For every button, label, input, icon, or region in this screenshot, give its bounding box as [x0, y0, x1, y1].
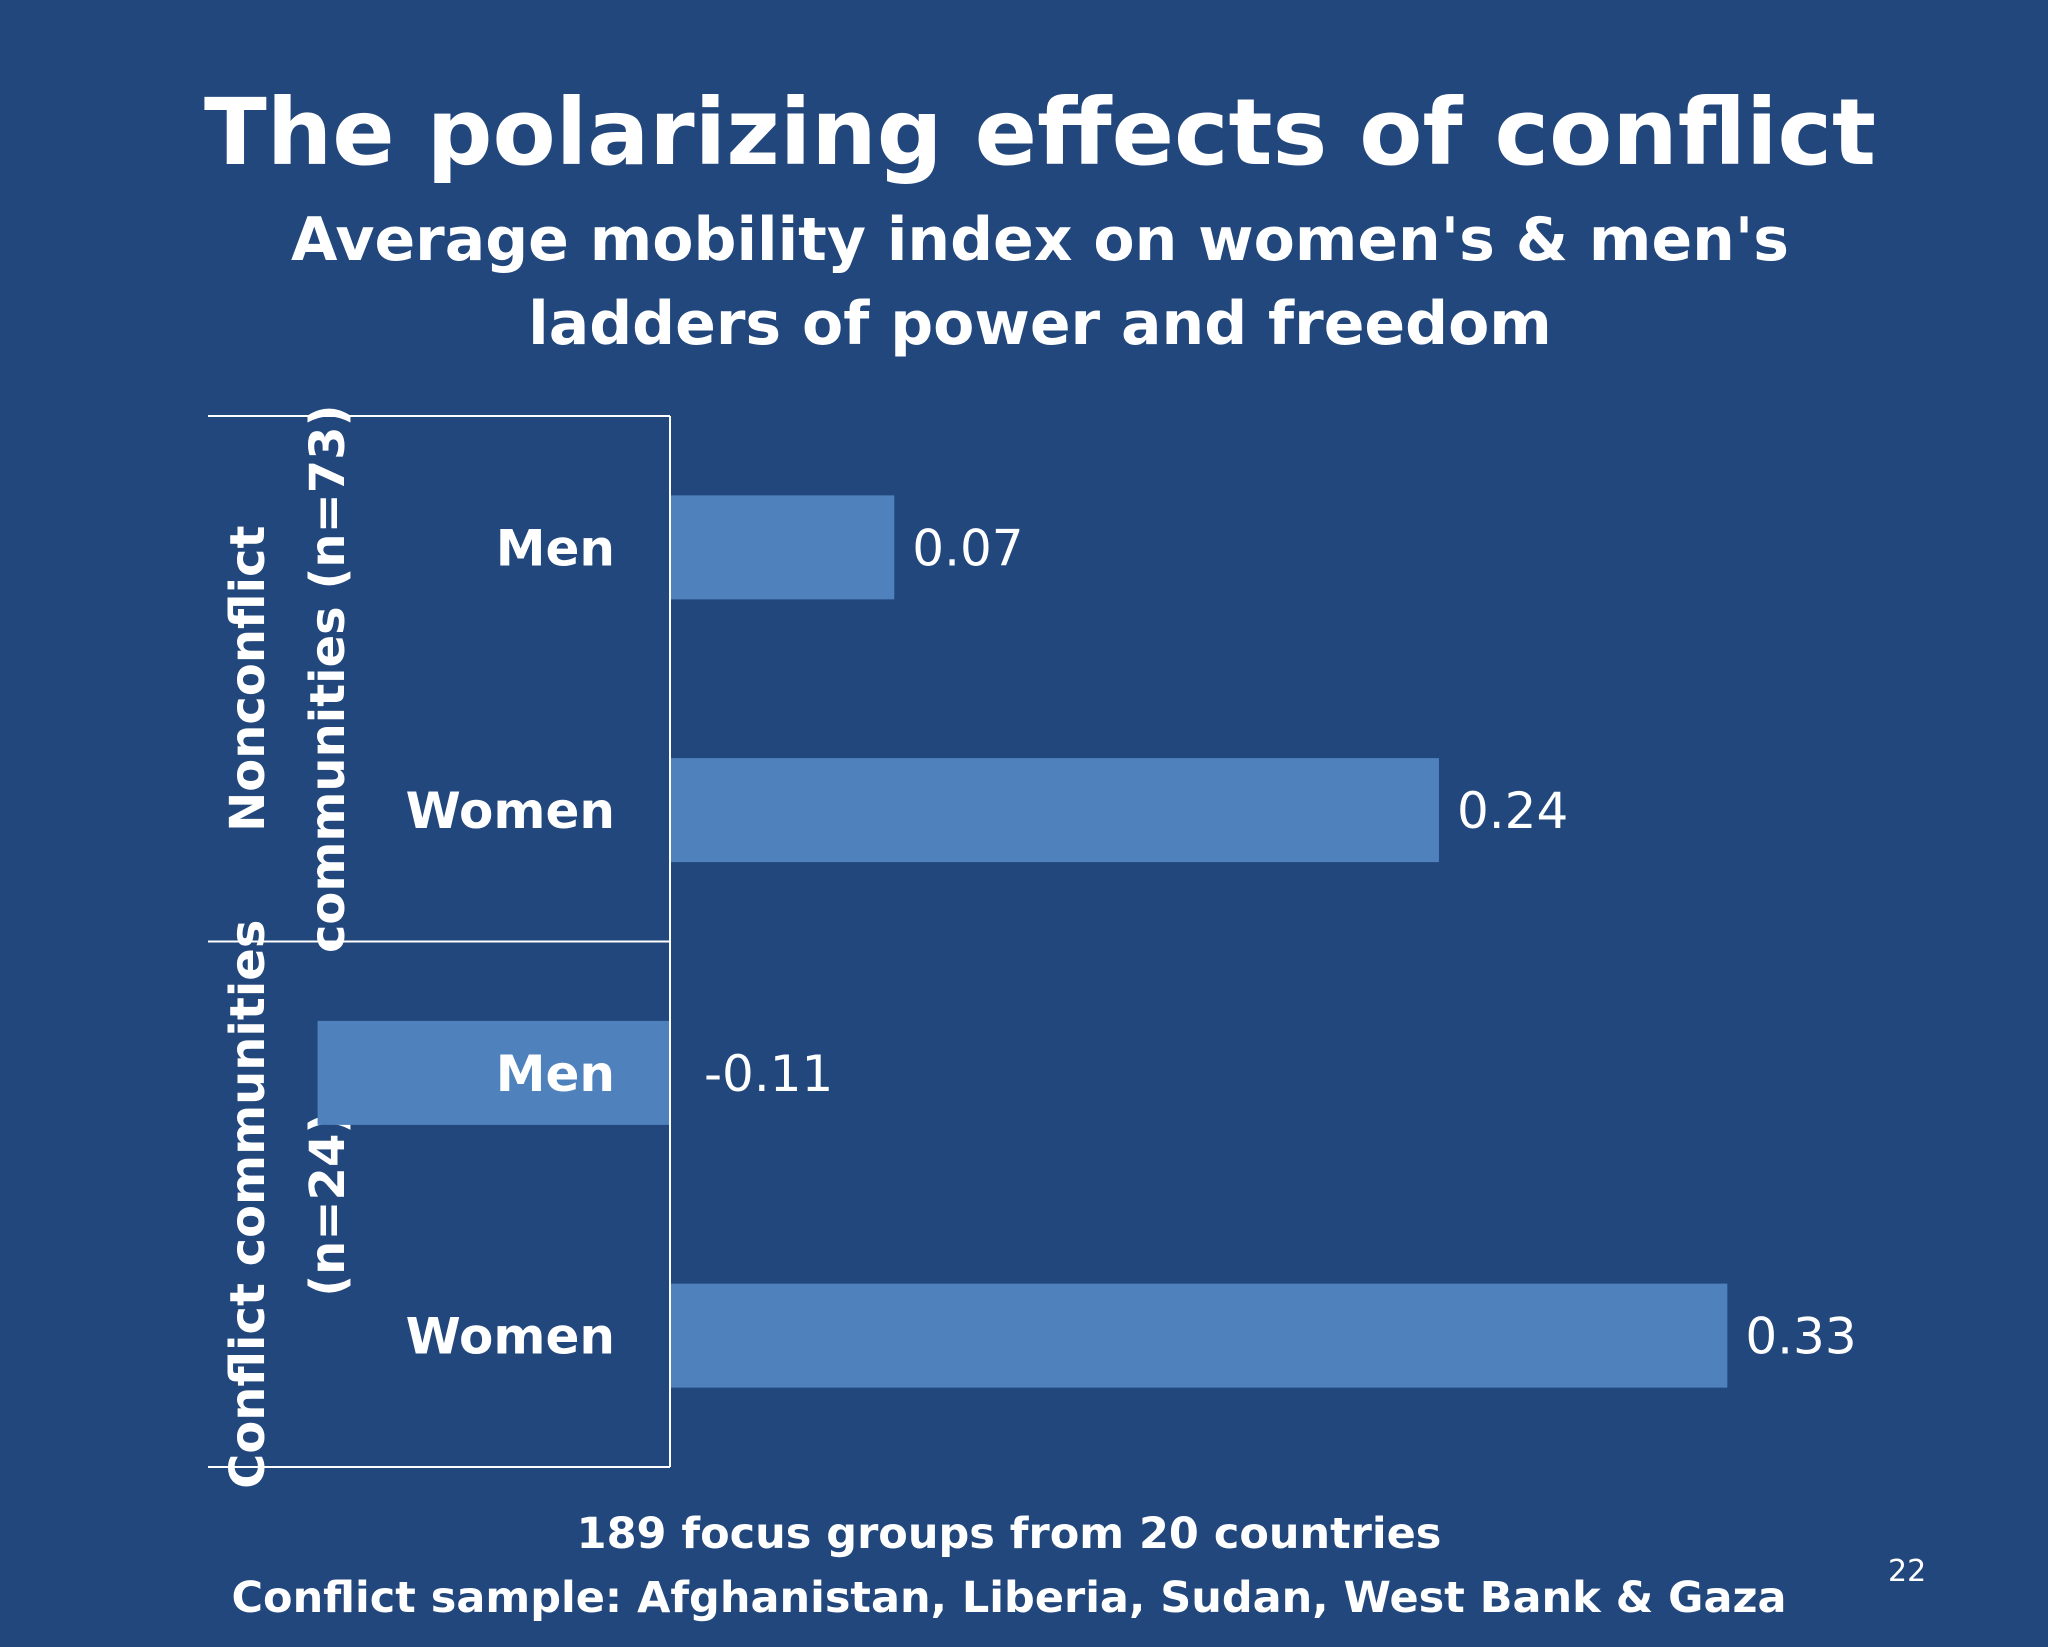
data-label: 0.24 — [1457, 782, 1568, 840]
data-label: 0.07 — [912, 519, 1023, 577]
group-label-line: (n=24) — [300, 1112, 356, 1297]
category-label: Men — [496, 519, 615, 577]
chart-subtitle: Average mobility index on women's & men'… — [291, 205, 1789, 359]
data-label: 0.33 — [1745, 1308, 1856, 1366]
bar — [670, 1283, 1728, 1388]
slide-number: 22 — [1888, 1554, 1927, 1589]
chart-title: The polarizing effects of conflict — [203, 79, 1877, 186]
bar — [670, 495, 895, 600]
group-label: Conflict communities (n=24) — [220, 920, 356, 1489]
category-label: Women — [406, 782, 615, 840]
bar — [670, 758, 1439, 863]
group-label-line: communities (n=73) — [300, 404, 356, 953]
group-label: Nonconflict communities (n=73) — [220, 404, 356, 953]
category-label: Women — [406, 1308, 615, 1366]
group-label-line: Nonconflict — [220, 526, 276, 832]
footer-conflict-sample: Conflict sample: Afghanistan, Liberia, S… — [231, 1573, 1787, 1623]
data-label: -0.11 — [704, 1045, 833, 1103]
footer-sample-size: 189 focus groups from 20 countries — [576, 1509, 1442, 1559]
category-label: Men — [496, 1045, 615, 1103]
bar — [317, 1020, 670, 1125]
group-label-line: Conflict communities — [220, 920, 276, 1489]
